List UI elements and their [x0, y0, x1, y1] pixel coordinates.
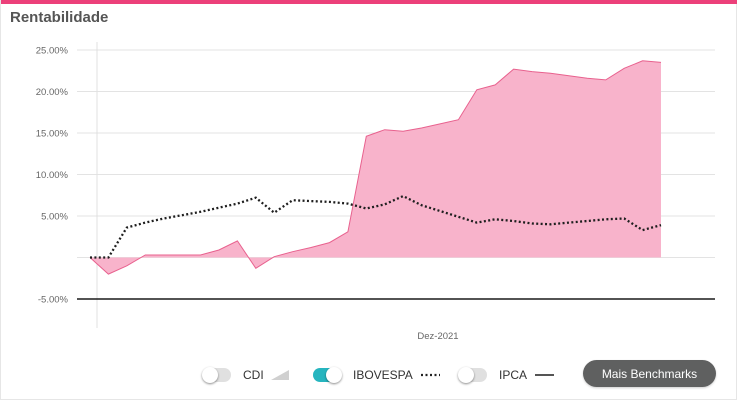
cdi-toggle[interactable]: [202, 367, 231, 383]
y-tick-label: 5.00%: [41, 212, 68, 223]
y-tick-label: -5.00%: [38, 295, 69, 306]
ipca-label: IPCA: [499, 368, 528, 382]
area-swatch-icon: [270, 370, 289, 380]
x-tick-label: Dez-2021: [417, 331, 458, 342]
legend-item-cdi[interactable]: CDI: [202, 367, 289, 383]
more-benchmarks-button[interactable]: Mais Benchmarks: [583, 360, 716, 387]
legend-item-ipca[interactable]: IPCA: [458, 367, 555, 383]
legend-item-ibovespa[interactable]: IBOVESPA: [313, 367, 440, 383]
solid-line-icon: [535, 374, 555, 376]
y-tick-label: 20.00%: [36, 87, 69, 98]
card-title: Rentabilidade: [10, 9, 109, 26]
accent-bar: [1, 0, 737, 4]
y-tick-label: 15.00%: [36, 129, 69, 140]
ibovespa-toggle[interactable]: [313, 367, 342, 383]
portfolio-area: [90, 60, 661, 275]
dotted-line-icon: [420, 373, 440, 377]
y-tick-label: 10.00%: [36, 170, 69, 181]
ipca-toggle[interactable]: [458, 367, 487, 383]
rentabilidade-chart: 25.00% 20.00% 15.00% 10.00% 5.00% -5.00% Dez-2…: [36, 42, 715, 342]
y-tick-label: 25.00%: [36, 46, 69, 57]
cdi-label: CDI: [243, 368, 264, 382]
benchmark-legend: CDI IBOVESPA IPCA: [1, 360, 737, 396]
ibovespa-label: IBOVESPA: [353, 368, 413, 382]
portfolio-line: [89, 60, 662, 275]
